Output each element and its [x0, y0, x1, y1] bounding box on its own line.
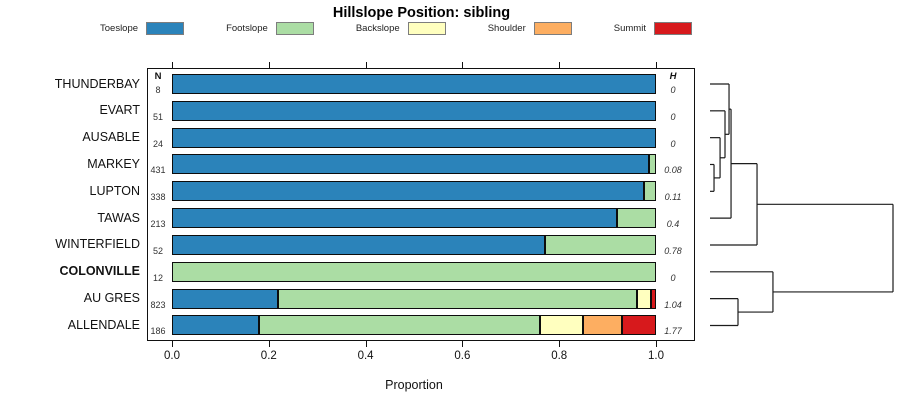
row-label: AUSABLE	[82, 130, 140, 145]
row-h-value: 0.78	[664, 245, 682, 256]
row-label: LUPTON	[89, 183, 140, 198]
legend-swatch	[146, 22, 185, 35]
legend: Toeslope Footslope Backslope Shoulder Summit	[100, 22, 692, 35]
bar-segment-toeslope	[172, 181, 644, 202]
bar-segment-footslope	[172, 261, 656, 282]
h-column-header: H	[669, 71, 677, 82]
row-label: WINTERFIELD	[55, 237, 140, 252]
legend-label: Summit	[613, 23, 646, 34]
row-label: ALLENDALE	[67, 317, 140, 332]
legend-swatch	[653, 22, 692, 35]
bar-segment-backslope	[539, 315, 584, 336]
legend-item-footslope: Footslope	[226, 22, 314, 35]
axis-tick-label: 1.0	[648, 350, 664, 362]
row-h-value: 0	[670, 111, 676, 122]
legend-label: Backslope	[355, 23, 400, 34]
bar-segment-footslope	[643, 181, 656, 202]
row-label: TAWAS	[97, 210, 140, 225]
row-label: EVART	[99, 103, 140, 118]
plot-frame	[147, 68, 695, 341]
axis-tick-label: 0.2	[260, 350, 277, 362]
row-h-value: 1.04	[664, 299, 682, 310]
axis-tick	[462, 62, 464, 68]
legend-item-shoulder: Shoulder	[488, 22, 572, 35]
bar-segment-toeslope	[172, 154, 649, 175]
row-n-value: 51	[152, 111, 163, 122]
bar-segment-toeslope	[172, 127, 656, 148]
axis-tick-label: 0.4	[357, 350, 374, 362]
row-label: THUNDERBAY	[54, 76, 140, 91]
row-h-value: 0	[670, 85, 676, 95]
row-h-value: 0	[670, 272, 676, 283]
row-n-value: 12	[152, 272, 163, 283]
bar-segment-toeslope	[172, 208, 618, 229]
legend-item-summit: Summit	[614, 22, 692, 35]
row-n-value: 52	[152, 245, 163, 256]
legend-swatch	[275, 22, 314, 35]
row-n-value: 186	[150, 326, 166, 337]
row-n-value: 823	[150, 299, 166, 310]
chart-title: Hillslope Position: sibling	[332, 5, 511, 21]
legend-label: Shoulder	[487, 23, 526, 34]
row-h-value: 0.08	[664, 165, 682, 176]
bar-segment-backslope	[636, 288, 652, 309]
bar-segment-toeslope	[172, 315, 260, 336]
bar-segment-toeslope	[172, 100, 656, 121]
axis-tick	[365, 62, 367, 68]
axis-tick	[462, 341, 464, 347]
axis-tick	[559, 62, 561, 68]
x-axis-title: Proportion	[385, 378, 443, 392]
legend-label: Footslope	[226, 23, 268, 34]
row-h-value: 0.11	[664, 192, 682, 203]
legend-label: Toeslope	[100, 23, 139, 34]
n-column-header: N	[154, 71, 162, 82]
row-h-value: 1.77	[664, 326, 682, 337]
axis-tick	[172, 341, 173, 347]
axis-tick-label: 0.6	[454, 350, 471, 362]
bar-segment-shoulder	[583, 315, 623, 336]
legend-swatch	[533, 22, 572, 35]
axis-tick	[365, 341, 367, 347]
legend-item-toeslope: Toeslope	[100, 22, 185, 35]
bar-segment-footslope	[278, 288, 637, 309]
row-label: MARKEY	[87, 156, 140, 171]
row-n-value: 338	[150, 192, 166, 203]
axis-tick-label: 0.0	[164, 350, 180, 362]
axis-tick	[656, 341, 657, 347]
legend-item-backslope: Backslope	[356, 22, 446, 35]
axis-tick-label: 0.8	[551, 350, 568, 362]
bar-segment-toeslope	[172, 74, 656, 94]
bar-segment-footslope	[648, 154, 656, 175]
axis-tick	[268, 62, 270, 68]
bar-segment-summit	[651, 288, 656, 309]
bar-segment-summit	[622, 315, 656, 336]
axis-tick	[172, 62, 173, 68]
axis-tick	[656, 62, 657, 68]
axis-tick	[559, 341, 561, 347]
axis-tick	[268, 341, 270, 347]
row-n-value: 213	[150, 219, 166, 230]
bar-segment-toeslope	[172, 288, 279, 309]
bar-segment-footslope	[259, 315, 540, 336]
row-label: AU GRES	[83, 291, 140, 306]
bar-segment-footslope	[617, 208, 656, 229]
row-n-value: 8	[155, 85, 161, 95]
legend-swatch	[407, 22, 446, 35]
row-h-value: 0	[670, 138, 676, 149]
bar-segment-toeslope	[172, 234, 545, 255]
cluster-dendrogram	[710, 83, 894, 327]
bar-segment-footslope	[544, 234, 656, 255]
row-label: COLONVILLE	[59, 264, 140, 279]
row-n-value: 431	[150, 165, 166, 176]
row-h-value: 0.4	[666, 219, 680, 230]
row-n-value: 24	[152, 138, 163, 149]
